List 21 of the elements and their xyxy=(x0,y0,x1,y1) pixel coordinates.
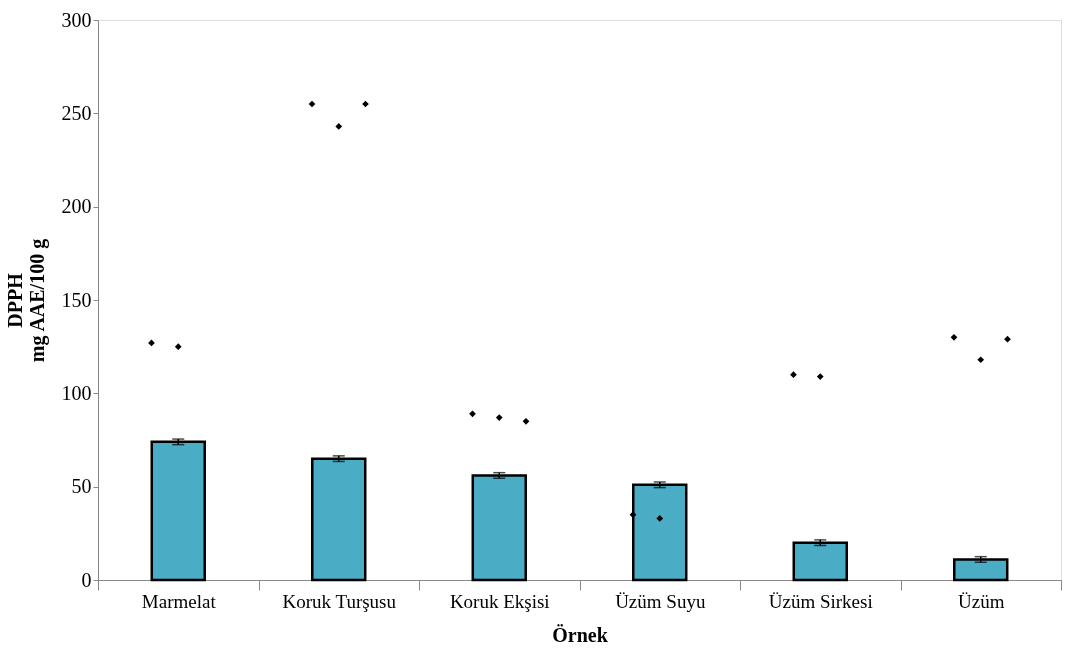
y-tick-label: 150 xyxy=(61,288,92,311)
x-tick-label: Üzüm xyxy=(958,590,1005,612)
x-tick-label: Üzüm Suyu xyxy=(615,590,706,612)
bar xyxy=(792,541,848,582)
y-tick-label: 250 xyxy=(61,101,92,124)
y-tick-label: 100 xyxy=(61,381,92,404)
y-tick-label: 50 xyxy=(71,475,92,498)
bar xyxy=(953,558,1009,582)
bar xyxy=(311,457,367,582)
x-tick-label: Üzüm Sirkesi xyxy=(768,590,873,612)
x-axis-title: Örnek xyxy=(552,623,609,646)
y-axis-title: DPPH mg AAE/100 g xyxy=(3,238,49,363)
x-tick-label: Koruk Turşusu xyxy=(282,590,397,612)
bar xyxy=(632,483,688,582)
y-tick-label: 200 xyxy=(61,195,92,218)
x-tick-label: Koruk Ekşisi xyxy=(449,590,550,612)
x-tick-label: Marmelat xyxy=(141,590,217,612)
bar xyxy=(471,474,527,582)
y-tick-label: 300 xyxy=(61,8,92,31)
bar xyxy=(150,440,206,582)
y-tick-label: 0 xyxy=(81,568,92,591)
